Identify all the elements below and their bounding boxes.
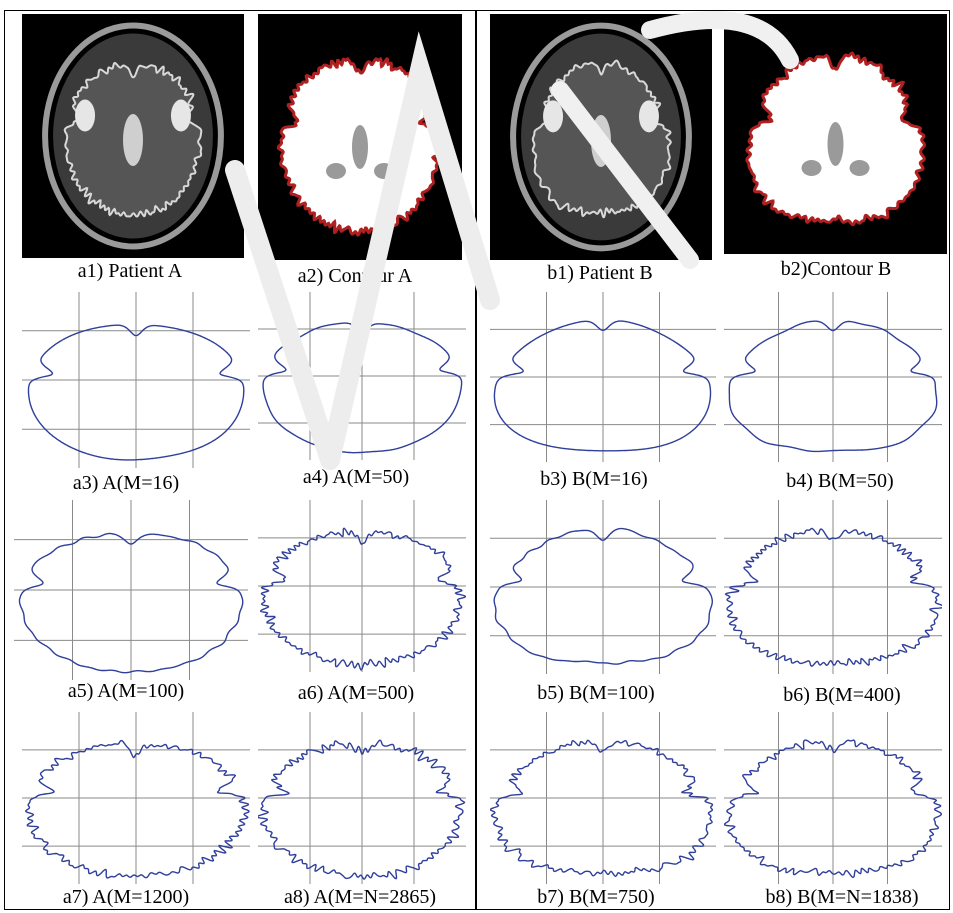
panel-a4-graphic: [258, 292, 466, 460]
mask-hole-right: [374, 163, 394, 179]
caption-b6: b6) B(M=400): [783, 684, 901, 706]
panel-b5: [490, 500, 716, 674]
mask-hole-right: [849, 160, 870, 176]
reconstructed-contour: [18, 532, 244, 674]
reconstructed-contour: [728, 320, 938, 453]
csf-left: [75, 99, 96, 132]
caption-b5: b5) B(M=100): [537, 682, 655, 704]
reconstructed-contour: [724, 527, 942, 667]
panel-b4-graphic: [724, 292, 942, 462]
panel-b2-graphic: [724, 14, 947, 254]
skull-ring: [42, 22, 224, 250]
panel-b2: [724, 14, 947, 254]
panel-b8: [724, 712, 942, 884]
panel-b3-graphic: [490, 292, 716, 462]
mask-hole-left: [326, 163, 346, 179]
reconstructed-contour: [493, 320, 712, 452]
panel-a5: [14, 500, 248, 680]
panel-b1-graphic: [490, 14, 712, 260]
reconstructed-contour: [258, 739, 466, 880]
caption-a5: a5) A(M=100): [67, 680, 185, 702]
caption-a3: a3) A(M=16): [72, 472, 180, 494]
caption-b8: b8) B(M=N=1838): [765, 886, 919, 908]
caption-a4: a4) A(M=50): [302, 466, 410, 488]
mask-hole-left: [801, 160, 822, 176]
panel-b6-graphic: [724, 500, 942, 674]
caption-b7: b7) B(M=750): [537, 886, 655, 908]
reconstructed-contour: [260, 527, 466, 671]
panel-b7: [490, 712, 716, 884]
panel-a2-graphic: [258, 14, 462, 260]
csf-right: [170, 99, 191, 132]
panel-b6: [724, 500, 942, 674]
reconstructed-contour: [724, 739, 942, 879]
figure-frame: [4, 10, 950, 910]
reconstructed-contour: [25, 739, 250, 879]
panel-a5-graphic: [14, 500, 248, 680]
panel-a3: [22, 292, 250, 468]
ventricle: [591, 115, 611, 167]
caption-b2: b2)Contour B: [780, 258, 892, 280]
panel-b8-graphic: [724, 712, 942, 884]
csf-right: [638, 100, 659, 133]
panel-a1: [22, 14, 244, 258]
panel-a3-graphic: [22, 292, 250, 468]
panel-a6: [258, 500, 466, 672]
csf-left: [543, 100, 564, 133]
panel-b4: [724, 292, 942, 462]
panel-b1: [490, 14, 712, 260]
panel-a2: [258, 14, 462, 260]
panel-a7: [22, 712, 250, 884]
caption-b1: b1) Patient B: [547, 262, 653, 284]
caption-b4: b4) B(M=50): [786, 470, 894, 492]
panel-a8: [258, 712, 466, 884]
panel-b3: [490, 292, 716, 462]
caption-a6: a6) A(M=500): [297, 682, 415, 704]
panel-a7-graphic: [22, 712, 250, 884]
mask-ventricle: [352, 125, 368, 169]
panel-a8-graphic: [258, 712, 466, 884]
caption-a7: a7) A(M=1200): [62, 886, 190, 908]
mask-ventricle: [827, 122, 844, 166]
panel-a4: [258, 292, 466, 460]
panel-a6-graphic: [258, 500, 466, 672]
panel-b5-graphic: [490, 500, 716, 674]
panel-b7-graphic: [490, 712, 716, 884]
caption-a2: a2) Contour A: [297, 265, 413, 287]
panel-a1-graphic: [22, 14, 244, 258]
patient-divider: [475, 10, 477, 910]
caption-a1: a1) Patient A: [77, 260, 183, 282]
reconstructed-contour: [490, 739, 714, 877]
caption-b3: b3) B(M=16): [540, 468, 648, 490]
ventricle: [123, 114, 143, 166]
reconstructed-contour: [493, 527, 713, 665]
caption-a8: a8) A(M=N=2865): [284, 886, 436, 908]
